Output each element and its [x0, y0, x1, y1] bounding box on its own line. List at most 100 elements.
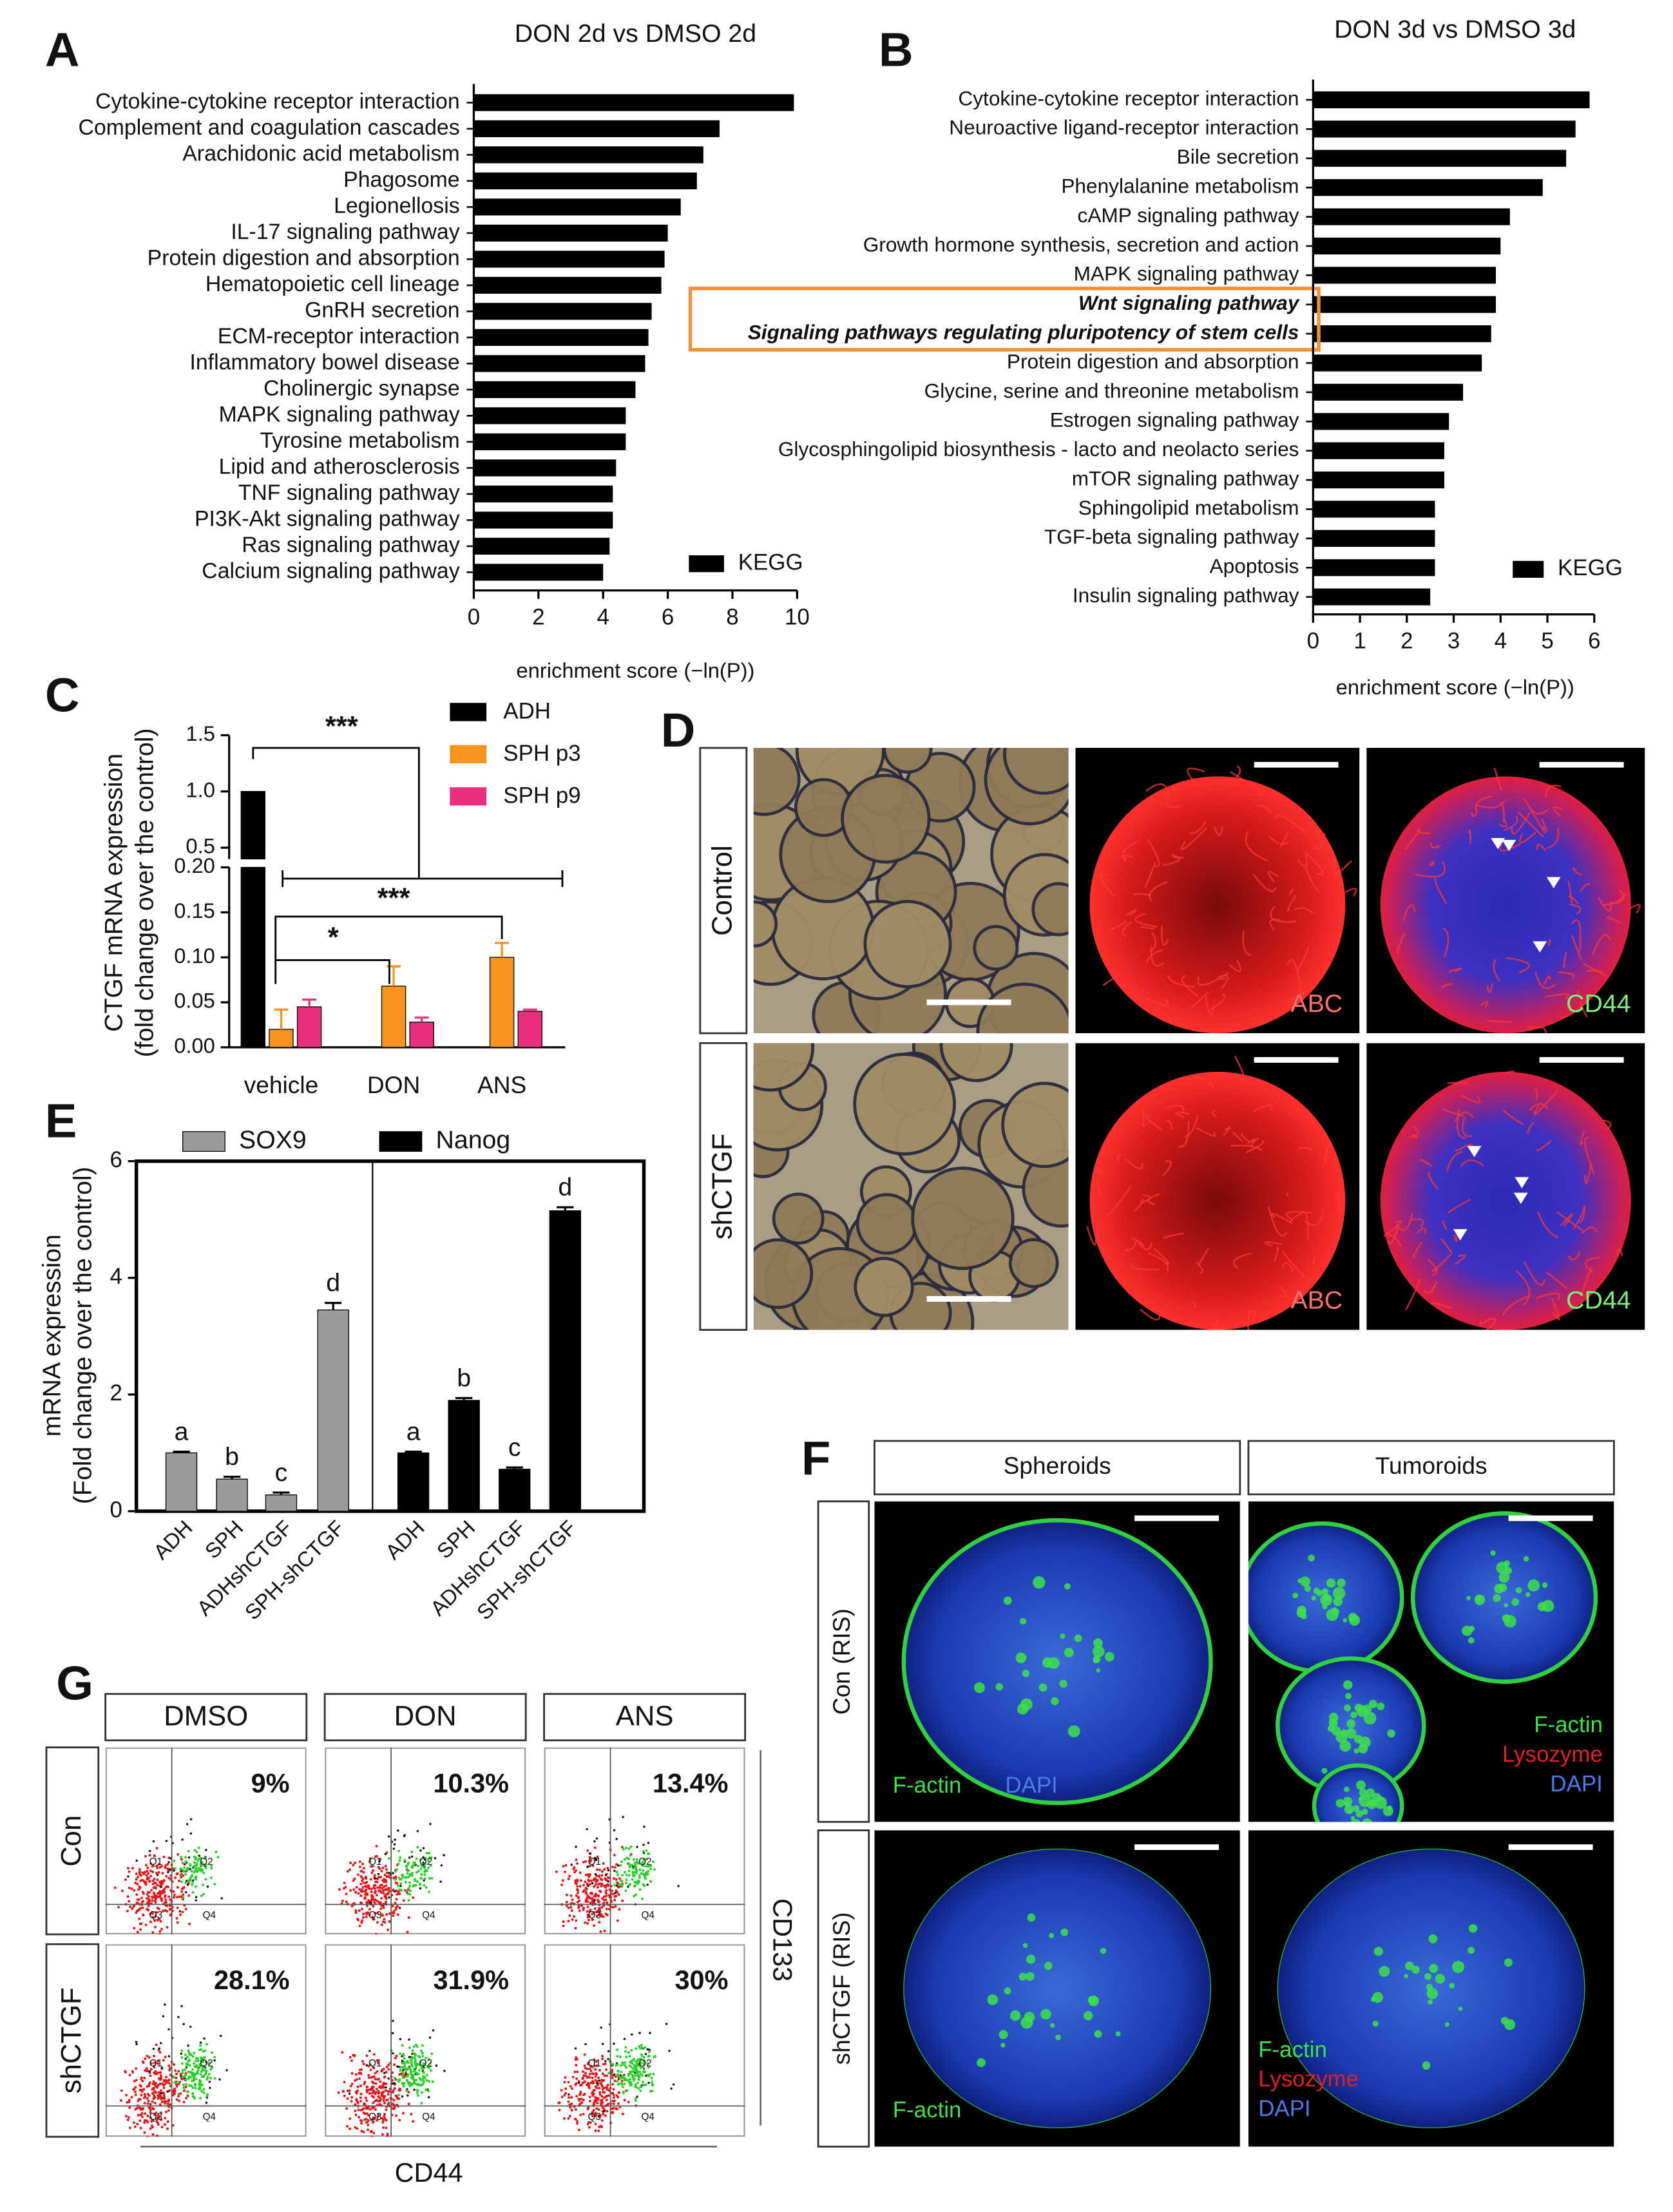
- event: [166, 1904, 169, 1907]
- event: [622, 2092, 625, 2095]
- event: [167, 1861, 170, 1864]
- event: [406, 2075, 409, 2078]
- event: [587, 1878, 590, 1882]
- event: [598, 1868, 601, 1871]
- event: [387, 2093, 390, 2096]
- event: [640, 1864, 644, 1867]
- event: [396, 1905, 399, 1908]
- f-actin-spot: [1428, 1934, 1438, 1944]
- event: [404, 1876, 407, 1880]
- event: [348, 2092, 351, 2095]
- event: [141, 2079, 144, 2083]
- event: [586, 2108, 589, 2111]
- fiber: [1246, 1310, 1256, 1320]
- event: [426, 2065, 430, 2068]
- event: [160, 2066, 164, 2069]
- event: [567, 1920, 570, 1923]
- event: [162, 2080, 166, 2083]
- error-bar: [506, 1466, 523, 1469]
- significance-letter: c: [508, 1433, 521, 1462]
- event: [401, 1873, 405, 1876]
- event: [587, 1884, 590, 1887]
- event: [372, 1905, 375, 1908]
- column-label: Tumoroids: [1375, 1452, 1487, 1479]
- event: [137, 2099, 140, 2102]
- event: [191, 1883, 194, 1886]
- spheroid: [1031, 882, 1069, 937]
- stain-label: ABC: [1290, 1286, 1343, 1314]
- event: [177, 1879, 180, 1882]
- event: [602, 1898, 606, 1902]
- event: [647, 1852, 651, 1855]
- event: [166, 2102, 169, 2106]
- f-actin-spot: [1297, 1578, 1303, 1583]
- event: [423, 1879, 425, 1882]
- event: [153, 1881, 157, 1884]
- event: [611, 2099, 615, 2102]
- event: [422, 2063, 425, 2066]
- event: [600, 2099, 604, 2102]
- event: [586, 1921, 589, 1925]
- event: [632, 2077, 635, 2081]
- event: [350, 2095, 354, 2099]
- event: [644, 2083, 647, 2086]
- event: [354, 2113, 358, 2117]
- event: [220, 2034, 222, 2037]
- event: [135, 2041, 138, 2043]
- event: [206, 2075, 209, 2079]
- stain-label: F-actin: [893, 2097, 962, 2122]
- event: [589, 1873, 591, 1876]
- event: [612, 1877, 615, 1880]
- event: [376, 2059, 379, 2062]
- x-tick-label: 8: [726, 604, 738, 629]
- event: [374, 1887, 377, 1890]
- event: [619, 2064, 622, 2067]
- event: [167, 2109, 170, 2112]
- event: [341, 2051, 344, 2054]
- bar: [240, 866, 266, 1048]
- fiber: [1256, 805, 1272, 814]
- event: [576, 1900, 579, 1903]
- event: [431, 2080, 434, 2083]
- event: [152, 1891, 155, 1894]
- spheroid: [856, 1193, 918, 1255]
- legend-swatch: [450, 787, 487, 806]
- event: [397, 1884, 400, 1887]
- event: [574, 1882, 577, 1885]
- event: [562, 1865, 565, 1868]
- event: [135, 1859, 139, 1862]
- event: [187, 2044, 189, 2047]
- event: [395, 1898, 398, 1901]
- event: [586, 1905, 589, 1909]
- fiber: [1252, 1103, 1274, 1112]
- event: [211, 2066, 214, 2069]
- fiber: [1148, 881, 1168, 902]
- event: [358, 1888, 361, 1891]
- event: [644, 2053, 647, 2055]
- event: [135, 1873, 138, 1876]
- event: [582, 1883, 585, 1887]
- event: [139, 2088, 142, 2092]
- event: [382, 2086, 385, 2089]
- event: [151, 1882, 155, 1885]
- event: [151, 2126, 154, 2129]
- event: [412, 1861, 416, 1864]
- event: [372, 1884, 376, 1887]
- category-label: MAPK signaling pathway: [1074, 262, 1299, 285]
- event: [381, 1866, 385, 1869]
- f-actin-spot: [1515, 1587, 1522, 1594]
- bar: [1313, 149, 1567, 167]
- event: [581, 2077, 584, 2081]
- event: [396, 2065, 399, 2068]
- f-actin-spot: [1322, 1604, 1328, 1610]
- event: [140, 2108, 142, 2111]
- event: [131, 2070, 134, 2073]
- fiber: [1247, 1138, 1256, 1147]
- bar: [265, 1494, 298, 1512]
- stain-label: CD44: [1566, 989, 1630, 1018]
- event: [199, 2097, 202, 2100]
- event: [157, 2113, 160, 2117]
- event: [639, 2072, 642, 2075]
